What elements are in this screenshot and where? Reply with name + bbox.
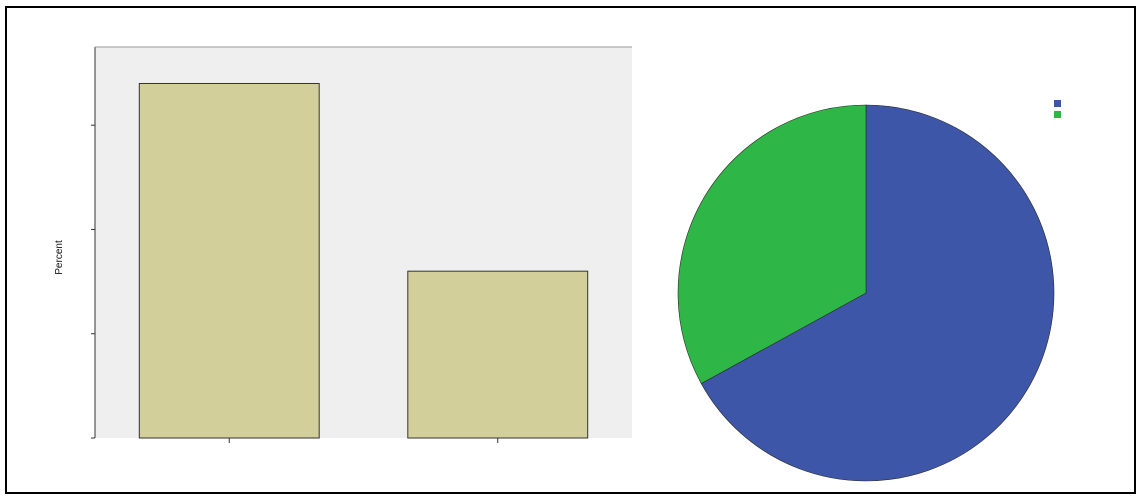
bar-x-ticks	[228, 438, 499, 443]
legend-swatch-1	[1054, 111, 1061, 118]
legend-swatch-0	[1054, 100, 1061, 107]
bar-y-ticks	[91, 124, 95, 439]
pie-legend	[1054, 100, 1061, 118]
bar-0	[138, 82, 320, 439]
bar-series	[138, 82, 589, 439]
pie-slice-0	[700, 104, 1055, 482]
bar-1	[407, 270, 589, 439]
bar-y-axis-title: Percent	[54, 240, 65, 275]
pie-slice-1	[677, 104, 867, 384]
pie-slices	[677, 104, 1055, 482]
bar-chart: Percent	[54, 46, 632, 443]
pie-chart	[677, 100, 1061, 482]
